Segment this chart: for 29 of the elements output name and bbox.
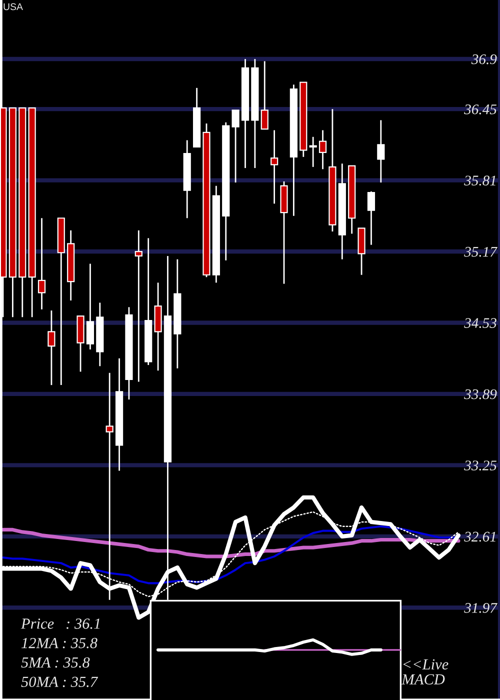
annotation: 5MA : 35.8 — [21, 657, 90, 668]
candlestick — [232, 109, 240, 184]
candlestick — [260, 60, 268, 130]
y-tick-label: 35.17 — [464, 246, 498, 257]
line-series — [156, 638, 382, 656]
annotation: MACD — [402, 674, 445, 685]
candlestick — [48, 310, 56, 386]
y-tick-label: 35.81 — [464, 176, 496, 186]
line-series — [1, 528, 460, 558]
y-tick-label: 33.89 — [464, 389, 497, 400]
y-tick-label: 36.9 — [471, 54, 497, 64]
y-tick-label: 36.45 — [464, 104, 496, 114]
annotation: Price : 36.1 — [20, 618, 100, 629]
candlestick — [309, 136, 317, 168]
candlestick — [134, 230, 142, 382]
annotation: 50MA : 35.7 — [21, 676, 98, 688]
candlestick — [38, 217, 46, 310]
candlestick — [367, 190, 376, 246]
y-tick-label: 33.25 — [464, 460, 496, 470]
candlestick — [270, 130, 278, 204]
candlestick — [377, 119, 385, 184]
y-tick-label: 31.97 — [464, 603, 498, 613]
candlestick — [86, 263, 94, 350]
chart-title: USA — [4, 3, 23, 10]
annotation: 12MA : 35.8 — [22, 638, 98, 648]
y-tick-label: 32.61 — [464, 532, 496, 542]
y-tick-label: 34.53 — [464, 318, 496, 328]
candlestick — [318, 130, 327, 170]
annotation: <<Live — [403, 659, 448, 670]
